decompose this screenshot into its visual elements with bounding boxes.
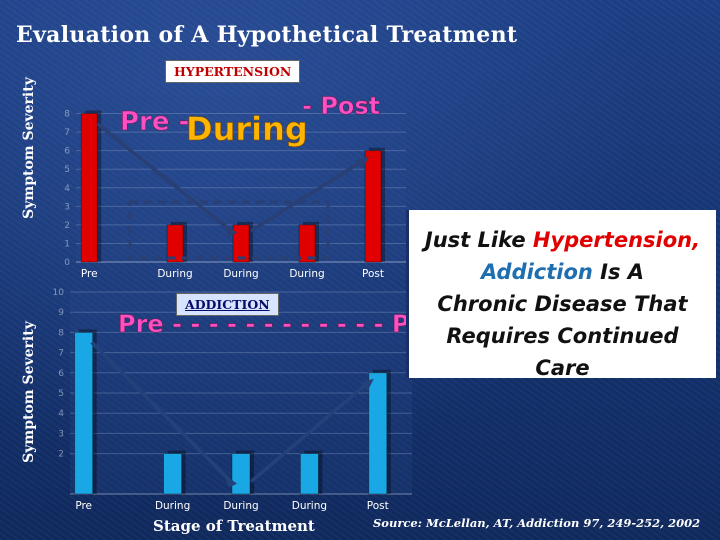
hypertension-trend-arrow-down xyxy=(96,122,233,233)
hypertension-trend-arrow-up xyxy=(250,159,364,233)
addiction-y-tick-label: 9 xyxy=(58,308,64,318)
addiction-y-tick-label: 4 xyxy=(58,409,64,419)
addiction-y-tick-label: 10 xyxy=(53,288,65,298)
addiction-chart: 2 3 4 5 6 7 8 9 10 Pre During During During Post xyxy=(53,288,412,512)
hypertension-bar xyxy=(364,150,382,263)
callout-line-1: Just Like Hypertension, xyxy=(409,224,716,256)
hypertension-y-tick-label: 8 xyxy=(64,110,70,120)
annotation-post: - Post xyxy=(302,92,380,120)
source-citation: Source: McLellan, AT, Addiction 97, 249-… xyxy=(373,516,701,530)
addiction-bar xyxy=(368,372,388,495)
addiction-trend-arrow-down xyxy=(90,341,233,483)
hypertension-x-tick-label: Post xyxy=(362,268,384,280)
addiction-y-tick-label: 6 xyxy=(58,369,64,379)
callout-text-is-a: Is A xyxy=(592,260,645,284)
addiction-x-tick-label: Post xyxy=(367,500,389,512)
annotation-pre: Pre - xyxy=(120,107,189,137)
callout-line-4: Requires Continued xyxy=(446,324,679,348)
addiction-x-tick-label: During xyxy=(223,500,258,512)
addiction-y-tick-label: 7 xyxy=(58,349,64,359)
hypertension-y-tick-label: 7 xyxy=(64,128,70,138)
hypertension-y-tick-label: 5 xyxy=(64,165,70,175)
addiction-y-tick-label: 2 xyxy=(58,450,64,460)
callout-text-hypertension: Hypertension, xyxy=(532,228,701,252)
callout-text-just-like: Just Like xyxy=(424,228,533,252)
hypertension-bar xyxy=(166,224,184,263)
addiction-bar xyxy=(299,453,319,495)
hypertension-x-tick-label: During xyxy=(223,268,258,280)
addiction-y-tick-label: 3 xyxy=(58,429,64,439)
addiction-annotation: Pre - - - - - - - - - - - - Post xyxy=(118,310,452,338)
hypertension-bar xyxy=(232,224,250,263)
hypertension-bar xyxy=(298,224,316,263)
addiction-bar xyxy=(74,331,94,495)
slide-title: Evaluation of A Hypothetical Treatment xyxy=(16,22,518,48)
addiction-arrow-head xyxy=(223,473,237,488)
hypertension-arrow-head xyxy=(355,156,369,169)
addiction-arrow-head xyxy=(359,378,374,391)
hypertension-y-tick-label: 6 xyxy=(64,147,70,157)
addiction-badge: ADDICTION xyxy=(176,293,279,316)
hypertension-arrow-head xyxy=(223,222,237,237)
bottom-chart-x-axis-label: Stage of Treatment xyxy=(153,517,315,535)
hypertension-bar xyxy=(80,113,98,263)
callout-box: Just Like Hypertension, Addiction Is A C… xyxy=(406,210,716,380)
callout-text-addiction: Addiction xyxy=(480,260,593,284)
hypertension-badge: HYPERTENSION xyxy=(165,60,301,83)
hypertension-annotation: Pre - During - Post xyxy=(120,92,381,149)
hypertension-y-tick-label: 3 xyxy=(64,202,70,212)
hypertension-during-dashed-box xyxy=(128,200,330,260)
addiction-x-tick-label: Pre xyxy=(75,500,92,512)
hypertension-x-tick-label: Pre xyxy=(81,268,98,280)
callout-line-5: Care xyxy=(535,356,590,380)
addiction-x-tick-label: During xyxy=(292,500,327,512)
hypertension-y-tick-label: 4 xyxy=(64,184,70,194)
addiction-bar xyxy=(163,453,183,495)
addiction-x-tick-label: During xyxy=(155,500,190,512)
hypertension-y-tick-label: 1 xyxy=(64,239,70,249)
addiction-trend-arrow-up xyxy=(249,381,369,483)
addiction-y-tick-label: 8 xyxy=(58,328,64,338)
hypertension-x-tick-label: During xyxy=(157,268,192,280)
addiction-bar xyxy=(231,453,251,495)
hypertension-x-tick-label: During xyxy=(289,268,324,280)
callout-line-3: Chronic Disease That xyxy=(437,292,688,316)
callout-line-2: Addiction Is A xyxy=(409,256,716,288)
hypertension-y-tick-label: 2 xyxy=(64,221,70,231)
annotation-during: During xyxy=(186,110,308,148)
hypertension-y-tick-label: 0 xyxy=(64,258,70,268)
addiction-y-tick-label: 5 xyxy=(58,389,64,399)
hypertension-chart: 0 1 2 3 4 5 6 7 8 Pre During During During Post xyxy=(64,95,406,280)
